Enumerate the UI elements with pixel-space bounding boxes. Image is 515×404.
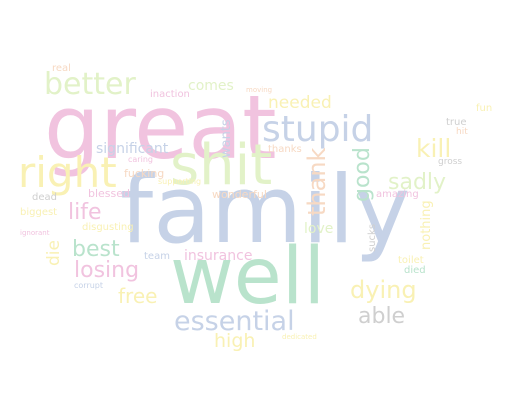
word-team: team	[144, 251, 170, 262]
word-stupid: stupid	[262, 109, 374, 150]
word-best: best	[72, 237, 120, 262]
word-shit: shit	[170, 133, 273, 198]
word-gross: gross	[438, 157, 463, 167]
word-needed: needed	[268, 93, 332, 113]
word-comes: comes	[188, 78, 234, 94]
word-right: right	[18, 148, 117, 197]
word-losing: losing	[74, 258, 140, 283]
word-fucking: fucking	[124, 167, 165, 180]
word-biggest: biggest	[20, 207, 58, 218]
word-fun: fun	[476, 103, 493, 114]
word-dying: dying	[350, 276, 417, 304]
word-hit: hit	[456, 127, 468, 137]
word-love: love	[304, 221, 334, 237]
word-wants: wants	[219, 119, 234, 158]
word-die: die	[44, 240, 64, 266]
word-sucks: sucks	[367, 223, 378, 252]
word-family: family	[120, 156, 411, 265]
word-moving: moving	[246, 86, 273, 94]
word-great: great	[44, 76, 277, 179]
word-better: better	[44, 67, 136, 102]
word-dedicated: dedicated	[282, 333, 317, 341]
word-caring: caring	[128, 155, 153, 164]
word-nothing: nothing	[419, 200, 434, 250]
word-thanks: thanks	[268, 144, 302, 155]
word-wonderful: wonderful	[212, 188, 267, 201]
word-inaction: inaction	[150, 89, 190, 100]
word-essential: essential	[174, 306, 295, 337]
word-kill: kill	[416, 134, 452, 163]
word-toilet: toilet	[398, 255, 424, 266]
word-supporting: supporting	[158, 177, 202, 186]
word-free: free	[118, 284, 158, 308]
word-died: died	[404, 265, 426, 276]
word-able: able	[358, 304, 406, 329]
word-ignorant: ignorant	[20, 229, 50, 237]
word-life: life	[68, 200, 102, 225]
word-insurance: insurance	[184, 248, 253, 264]
word-high: high	[214, 330, 256, 352]
word-true: true	[446, 117, 467, 128]
word-sadly: sadly	[388, 170, 447, 195]
word-disgusting: disgusting	[82, 222, 134, 233]
word-well: well	[170, 232, 326, 322]
word-thank: thank	[303, 147, 331, 216]
word-corrupt: corrupt	[74, 281, 104, 290]
word-amazing: amazing	[376, 189, 419, 200]
word-dead: dead	[32, 192, 57, 203]
word-significant: significant	[96, 141, 169, 157]
word-real: real	[52, 63, 71, 74]
word-good: good	[350, 147, 375, 202]
word-blessed: blessed	[88, 187, 131, 200]
